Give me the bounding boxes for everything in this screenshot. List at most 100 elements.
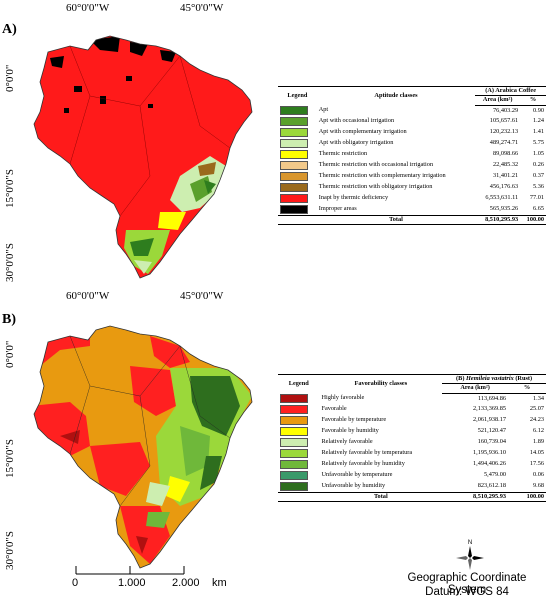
legend-class-label: Inapt by thermic deficiency <box>318 194 389 202</box>
legend-row: Apt 76,403.29 0.90 <box>278 105 546 116</box>
legend-pct: 1.24 <box>532 117 544 125</box>
legend-class-label: Favorable by humidity <box>321 427 379 435</box>
brazil-map-rust <box>33 325 253 569</box>
legend-class-label: Unfavorable by temperature <box>321 471 393 479</box>
total-pct: 100.00 <box>508 492 546 503</box>
legend-row: Thermic restriction with complementary i… <box>278 171 546 182</box>
legend-swatch <box>278 171 317 182</box>
legend-class-label: Favorable by temperature <box>321 416 387 424</box>
species-name: Hemileia vastatrix <box>466 375 514 382</box>
legend-swatch <box>278 437 319 448</box>
scale-unit: km <box>212 577 227 589</box>
north-arrow-icon: N <box>456 540 484 570</box>
legend-area: 120,232.13 <box>489 128 519 136</box>
north-label: N <box>468 540 472 546</box>
legend-row: Improper areas 565,935.26 6.65 <box>278 204 546 216</box>
legend-area: 1,195,936.10 <box>472 449 507 457</box>
legend-class-label: Thermic restriction with occasional irri… <box>318 161 434 169</box>
scale-label: 0 <box>72 577 79 589</box>
legend-area: 565,935.26 <box>489 205 519 213</box>
legend-swatch <box>278 182 317 193</box>
legend-pct: 1.05 <box>532 150 544 158</box>
legend-header: Legend <box>278 374 320 394</box>
legend-pct: 14.05 <box>529 449 544 457</box>
lat-tick-label: 0°0'0" <box>4 64 16 92</box>
legend-pct: 5.36 <box>532 183 544 191</box>
legend-class-label: Unfavorable by humidity <box>321 482 386 490</box>
legend-pct: 0.90 <box>532 106 544 114</box>
legend-row: Favorable by temperature 2,061,938.17 24.2… <box>278 415 546 426</box>
legend-swatch <box>278 193 317 204</box>
legend-pct: 9.68 <box>532 482 544 490</box>
panel-label: B) <box>2 312 16 327</box>
crs-line1: Geographic Coordinate System <box>407 572 527 596</box>
total-area: 8,510,295.93 <box>475 215 521 226</box>
lon-tick-label: 60°0'0"W <box>66 290 110 302</box>
legend-swatch <box>278 127 317 138</box>
pct-header: % <box>520 95 546 106</box>
legend-class-label: Improper areas <box>318 205 357 213</box>
legend-class-label: Favorable <box>321 405 347 413</box>
legend-swatch <box>278 138 317 149</box>
scale-bar <box>75 566 185 575</box>
legend-pct: 1.89 <box>532 438 544 446</box>
legend-row: Unfavorable by humidity 823,612.18 9.68 <box>278 481 546 493</box>
legend-row: Relatively favorable 160,739.04 1.89 <box>278 437 546 448</box>
legend-class-label: Relatively favorable by temperatura <box>321 449 413 457</box>
legend-swatch <box>278 481 319 493</box>
lat-tick-label: 0°0'0" <box>4 340 16 368</box>
legend-area: 89,098.66 <box>492 150 519 158</box>
legend-row: Thermic restriction 89,098.66 1.05 <box>278 149 546 160</box>
legend-area: 489,274.71 <box>489 139 519 147</box>
legend-header: Legend <box>278 86 317 106</box>
legend-pct: 0.26 <box>532 161 544 169</box>
legend-pct: 5.75 <box>532 139 544 147</box>
area-header: Area (km²) <box>475 95 521 106</box>
panel-b: B) 60°0'0"W 45°0'0"W 0°0'0" 15°0'0"S 30°… <box>0 290 550 570</box>
group-header: (A) Arabica Coffee <box>475 85 546 97</box>
legend-class-label: Highly favorable <box>321 394 365 402</box>
legend-class-label: Relatively favorable <box>321 438 373 446</box>
legend-area: 2,133,369.85 <box>472 405 507 413</box>
legend-table-a: Legend Aptitude classes (A) Arabica Coff… <box>278 85 546 226</box>
brazil-map-arabica <box>30 16 290 286</box>
legend-area: 2,061,938.17 <box>472 416 507 424</box>
legend-area: 22,485.32 <box>492 161 519 169</box>
legend-area: 456,176.63 <box>489 183 519 191</box>
legend-row: Thermic restriction with obligatory irri… <box>278 182 546 193</box>
legend-row: Apt with occasional irrigation 105,657.61… <box>278 116 546 127</box>
legend-class-label: Apt <box>318 106 329 114</box>
classes-header: Favorability classes <box>319 374 443 394</box>
legend-area: 5,479.00 <box>484 471 507 479</box>
lon-tick-label: 45°0'0"W <box>180 2 224 14</box>
crs-line2: Datum: WGS 84 <box>425 586 509 598</box>
legend-area: 823,612.18 <box>477 482 507 490</box>
legend-swatch <box>278 160 317 171</box>
legend-class-label: Thermic restriction with obligatory irri… <box>318 183 433 191</box>
lat-tick-label: 15°0'0"S <box>4 439 16 478</box>
lat-tick-label: 30°0'0"S <box>4 243 16 282</box>
legend-area: 31,401.21 <box>492 172 519 180</box>
group-header: (B) Hemileia vastatrix (Rust) <box>442 373 546 385</box>
scale-label: 1.000 <box>118 577 146 589</box>
legend-area: 160,739.04 <box>477 438 507 446</box>
total-area: 8,510,295.93 <box>442 492 509 503</box>
legend-pct: 77.01 <box>529 194 544 202</box>
legend-pct: 6.12 <box>532 427 544 435</box>
lon-tick-label: 45°0'0"W <box>180 290 224 302</box>
legend-row: Inapt by thermic deficiency 6,553,631.11 7… <box>278 193 546 204</box>
panel-a: A) 60°0'0"W 45°0'0"W 0°0'0" 15°0'0"S 30°… <box>0 0 550 296</box>
legend-class-label: Relatively favorable by humidity <box>321 460 405 468</box>
legend-class-label: Apt with obligatory irrigation <box>318 139 394 147</box>
legend-area: 113,694.86 <box>477 394 507 402</box>
classes-header: Aptitude classes <box>316 86 476 106</box>
legend-pct: 25.07 <box>529 405 544 413</box>
legend-row: Apt with complementary irrigation 120,232… <box>278 127 546 138</box>
area-header: Area (km²) <box>442 383 509 394</box>
legend-row: Highly favorable 113,694.86 1.34 <box>278 393 546 404</box>
legend-class-label: Thermic restriction <box>318 150 368 158</box>
legend-swatch <box>278 426 319 437</box>
scale-label: 2.000 <box>172 577 200 589</box>
legend-swatch <box>278 404 319 415</box>
legend-pct: 6.65 <box>532 205 544 213</box>
